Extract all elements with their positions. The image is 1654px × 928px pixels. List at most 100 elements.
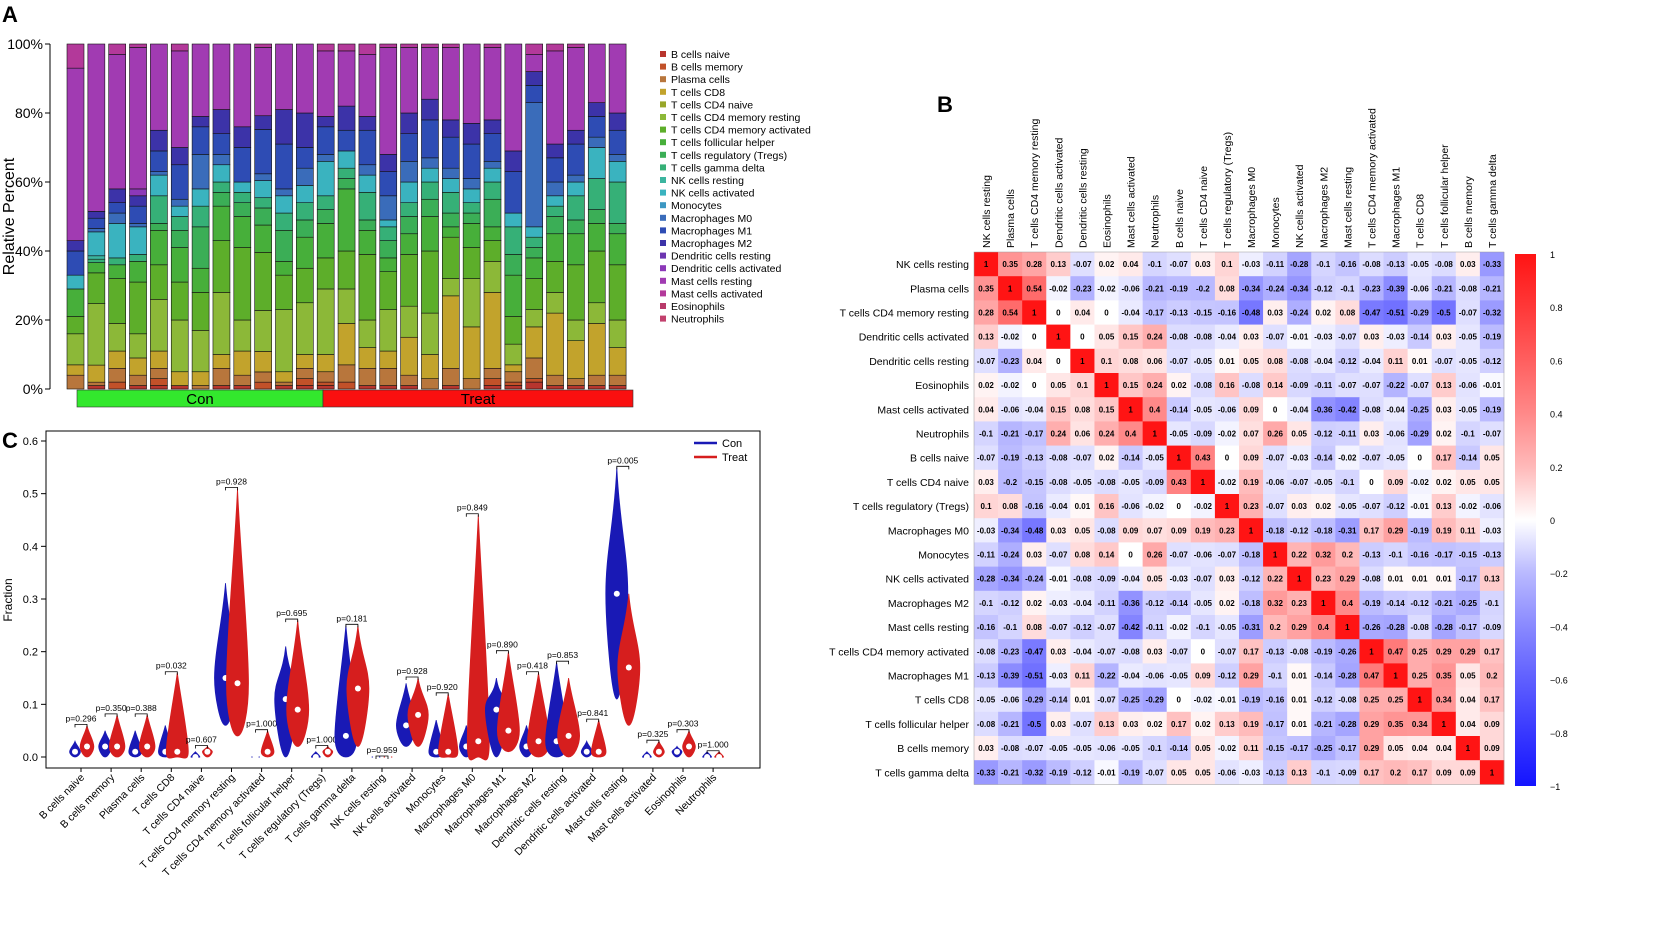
bar-segment — [462, 43, 481, 124]
bar-segment — [212, 133, 231, 155]
heatmap-cell — [1263, 421, 1288, 446]
heatmap-row-label: T cells CD4 memory resting — [840, 308, 969, 320]
bar-segment — [400, 133, 418, 162]
heatmap-cell — [1214, 663, 1240, 688]
heatmap-cell — [1238, 421, 1264, 446]
heatmap-cell — [1311, 348, 1336, 374]
bar-segment — [129, 223, 147, 228]
heatmap-cell — [1383, 760, 1408, 785]
heatmap-cell-value: 0 — [1177, 502, 1182, 511]
bar-segment — [358, 43, 377, 55]
heatmap-cell-value: -0.15 — [1266, 744, 1285, 753]
heatmap-cell-value: 0.17 — [1436, 454, 1452, 463]
heatmap-cell-value: -0.09 — [1146, 478, 1165, 487]
heatmap-cell — [1359, 566, 1384, 592]
bar-segment — [483, 292, 502, 369]
heatmap-cell — [1383, 445, 1408, 471]
bar-segment — [275, 143, 293, 190]
heatmap-cell — [998, 687, 1023, 713]
heatmap-cell — [1046, 397, 1071, 422]
heatmap-cell — [1359, 397, 1384, 422]
heatmap-cell-value: -0.07 — [1459, 309, 1478, 318]
heatmap-cell-value: -0.16 — [1218, 309, 1237, 318]
bar-segment — [421, 47, 439, 100]
heatmap-cell-value: 0.4 — [1149, 405, 1161, 414]
heatmap-cell-value: 0.08 — [1219, 284, 1235, 293]
heatmap-cell-value: -0.02 — [1097, 284, 1116, 293]
bar-segment — [254, 197, 272, 209]
heatmap-cell-value: -0.48 — [1242, 309, 1261, 318]
bar-segment — [170, 216, 189, 231]
bar-segment — [525, 54, 544, 72]
heatmap-cell-value: -0.04 — [1290, 405, 1309, 414]
heatmap-cell — [1311, 300, 1336, 325]
heatmap-cell-value: 0.04 — [1123, 260, 1139, 269]
heatmap-cell — [1479, 736, 1505, 761]
legend-label: B cells naive — [671, 49, 730, 61]
heatmap-cell-value: -0.07 — [1290, 478, 1309, 487]
heatmap-cell — [974, 639, 999, 664]
heatmap-cell-value: -0.14 — [1121, 454, 1140, 463]
heatmap-cell — [1166, 711, 1192, 737]
heatmap-cell-value: -0.12 — [1001, 599, 1020, 608]
p-value-label: p=0.695 — [276, 608, 307, 618]
heatmap-cell — [1142, 590, 1168, 616]
heatmap-cell-value: 0.01 — [1388, 575, 1404, 584]
bar-segment — [170, 230, 189, 248]
heatmap-cell-value: -0.24 — [1025, 575, 1044, 584]
bar-segment — [275, 381, 293, 386]
heatmap-col-label: Mast cells activated — [1126, 156, 1138, 248]
heatmap-cell-value: 0.15 — [1123, 333, 1139, 342]
panel-c-label: C — [2, 428, 18, 453]
bar-segment — [462, 378, 481, 390]
heatmap-cell — [1118, 590, 1143, 616]
bar-segment — [525, 309, 544, 328]
heatmap-cell-value: -0.18 — [1314, 526, 1333, 535]
heatmap-cell — [1094, 276, 1119, 301]
heatmap-cell-value: -0.01 — [1411, 502, 1430, 511]
heatmap-cell — [1335, 615, 1360, 640]
heatmap-cell — [1094, 300, 1119, 325]
heatmap-cell-value: 1 — [1442, 720, 1447, 729]
heatmap-cell — [1022, 300, 1047, 325]
heatmap-cell-value: 1 — [984, 260, 989, 269]
legend-label: B cells memory — [671, 62, 744, 74]
bar-segment — [525, 247, 544, 259]
heatmap-cell — [1407, 421, 1433, 446]
heatmap-cell — [1407, 542, 1433, 567]
heatmap-cell — [1022, 518, 1047, 543]
bar-segment — [567, 43, 585, 48]
heatmap-cell-value: -0.19 — [1121, 768, 1140, 777]
bar-segment — [441, 47, 460, 121]
colorbar-tick-label: 0.4 — [1550, 410, 1563, 420]
heatmap-row-label: NK cells activated — [886, 574, 970, 586]
p-value-label: p=0.296 — [66, 713, 97, 723]
bar-segment — [379, 226, 398, 241]
heatmap-cell-value: 0.28 — [978, 309, 994, 318]
panel-b-label: B — [937, 92, 953, 117]
heatmap-cell — [1046, 590, 1071, 616]
bar-segment — [233, 385, 252, 390]
bar-segment — [275, 371, 293, 383]
heatmap-cell-value: 0.16 — [1099, 502, 1115, 511]
heatmap-cell-value: -0.16 — [1338, 260, 1357, 269]
heatmap-cell-value: 0.19 — [1436, 526, 1452, 535]
p-bracket — [255, 729, 268, 733]
bar-segment — [275, 309, 293, 373]
heatmap-cell-value: -0.17 — [1266, 720, 1285, 729]
heatmap-cell-value: -0.14 — [1314, 672, 1333, 681]
bar-segment — [567, 174, 585, 183]
heatmap-cell — [1238, 445, 1264, 471]
heatmap-cell — [1455, 348, 1481, 374]
heatmap-cell-value: -0.06 — [1386, 430, 1405, 439]
treat-median-dot — [204, 748, 211, 755]
heatmap-cell-value: -0.08 — [977, 647, 996, 656]
heatmap-cell — [1142, 397, 1168, 422]
heatmap-row-label: Macrophages M2 — [888, 598, 969, 610]
heatmap-cell-value: 0.08 — [1340, 309, 1356, 318]
bar-segment — [587, 374, 606, 386]
heatmap-cell — [1118, 300, 1143, 325]
heatmap-cell-value: -0.06 — [1097, 744, 1116, 753]
heatmap-row-label: Mast cells resting — [888, 622, 969, 634]
heatmap-cell — [1118, 711, 1143, 737]
